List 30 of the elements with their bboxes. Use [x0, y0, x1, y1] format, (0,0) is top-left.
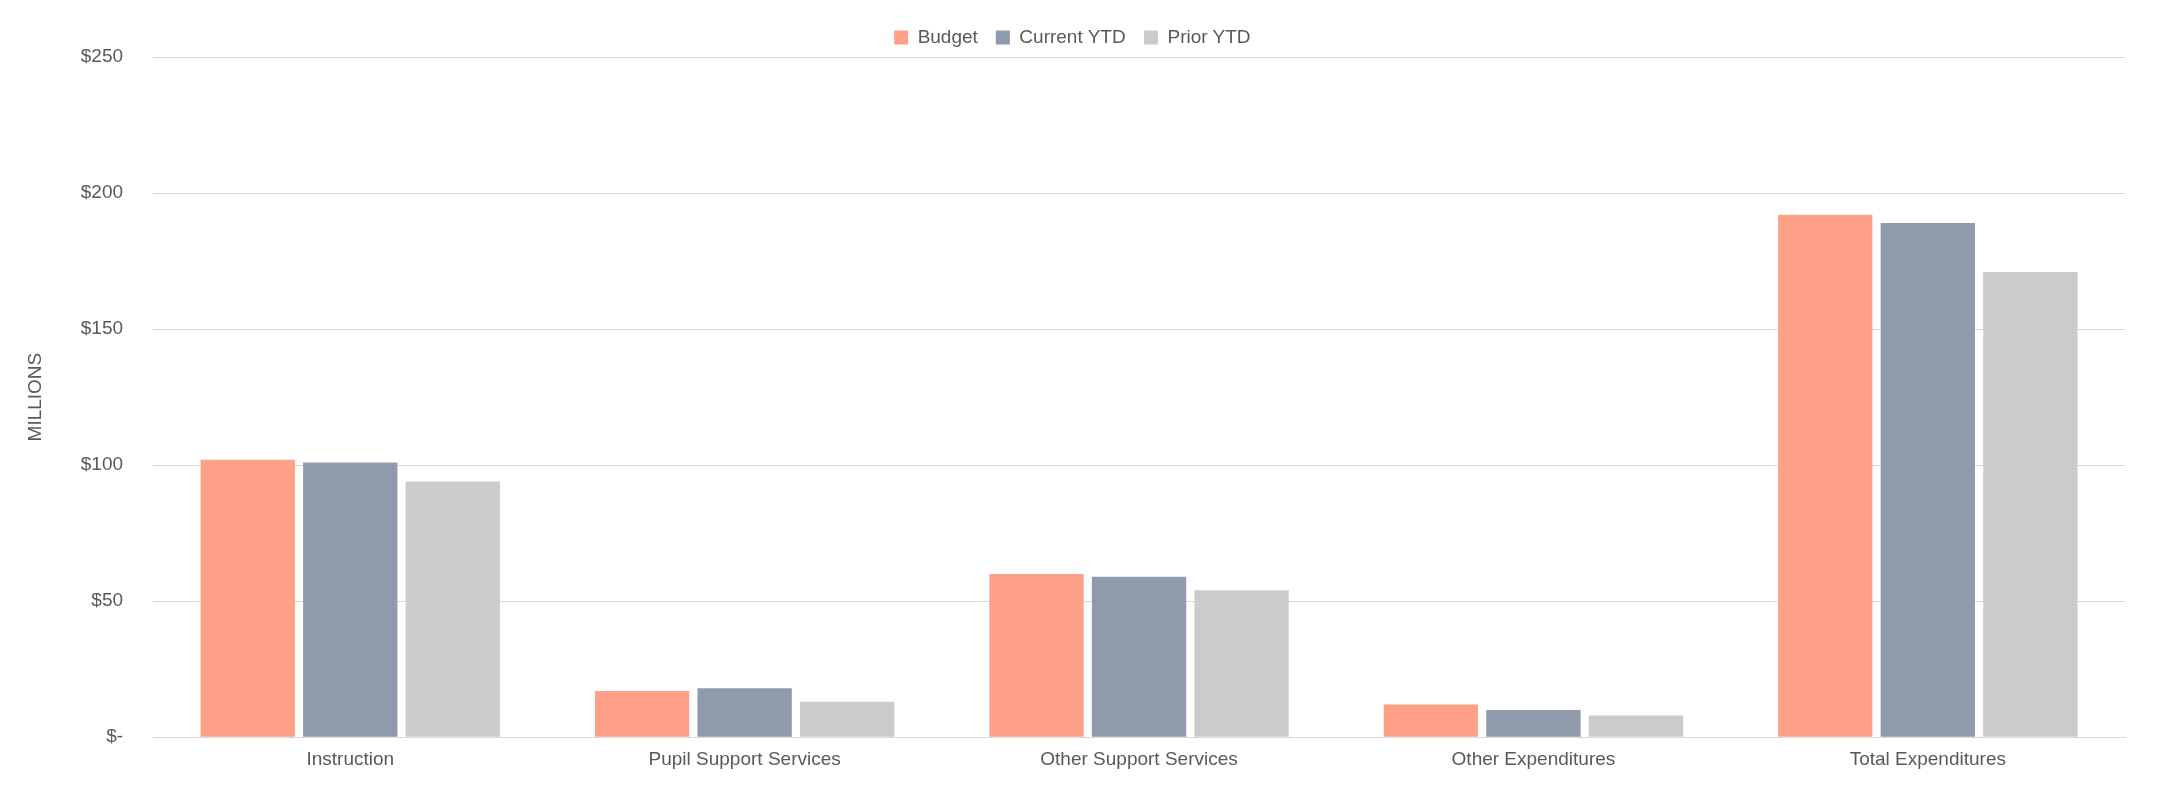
- x-tick-label: Other Expenditures: [1451, 747, 1616, 769]
- bar: [697, 688, 792, 737]
- bar: [800, 701, 895, 737]
- x-tick-label: Other Support Services: [1040, 747, 1238, 769]
- bar: [200, 459, 295, 737]
- bar: [1588, 715, 1684, 737]
- bar: [405, 481, 500, 737]
- bar: [1983, 271, 2078, 737]
- legend-label: Prior YTD: [1167, 25, 1251, 47]
- y-tick-label: $150: [80, 317, 124, 339]
- bar: [1194, 590, 1289, 737]
- y-axis-title: MILLIONS: [23, 352, 45, 442]
- bar: [1778, 214, 1873, 737]
- bar: [303, 462, 398, 737]
- bar: [1091, 576, 1187, 737]
- bar: [594, 690, 690, 737]
- y-tick-label: $-: [106, 725, 124, 747]
- bar: [1880, 222, 1975, 737]
- bar: [989, 573, 1084, 737]
- y-tick-label: $250: [80, 45, 124, 67]
- y-tick-label: $200: [80, 181, 124, 203]
- x-tick-label: Total Expenditures: [1849, 747, 2006, 769]
- y-tick-label: $100: [80, 453, 124, 475]
- x-tick-label: Instruction: [306, 747, 395, 769]
- bar: [1486, 709, 1581, 737]
- y-tick-label: $50: [91, 589, 124, 611]
- bar: [1383, 704, 1479, 737]
- legend-label: Budget: [917, 25, 979, 47]
- x-tick-label: Pupil Support Services: [648, 747, 841, 769]
- legend-label: Current YTD: [1019, 25, 1126, 47]
